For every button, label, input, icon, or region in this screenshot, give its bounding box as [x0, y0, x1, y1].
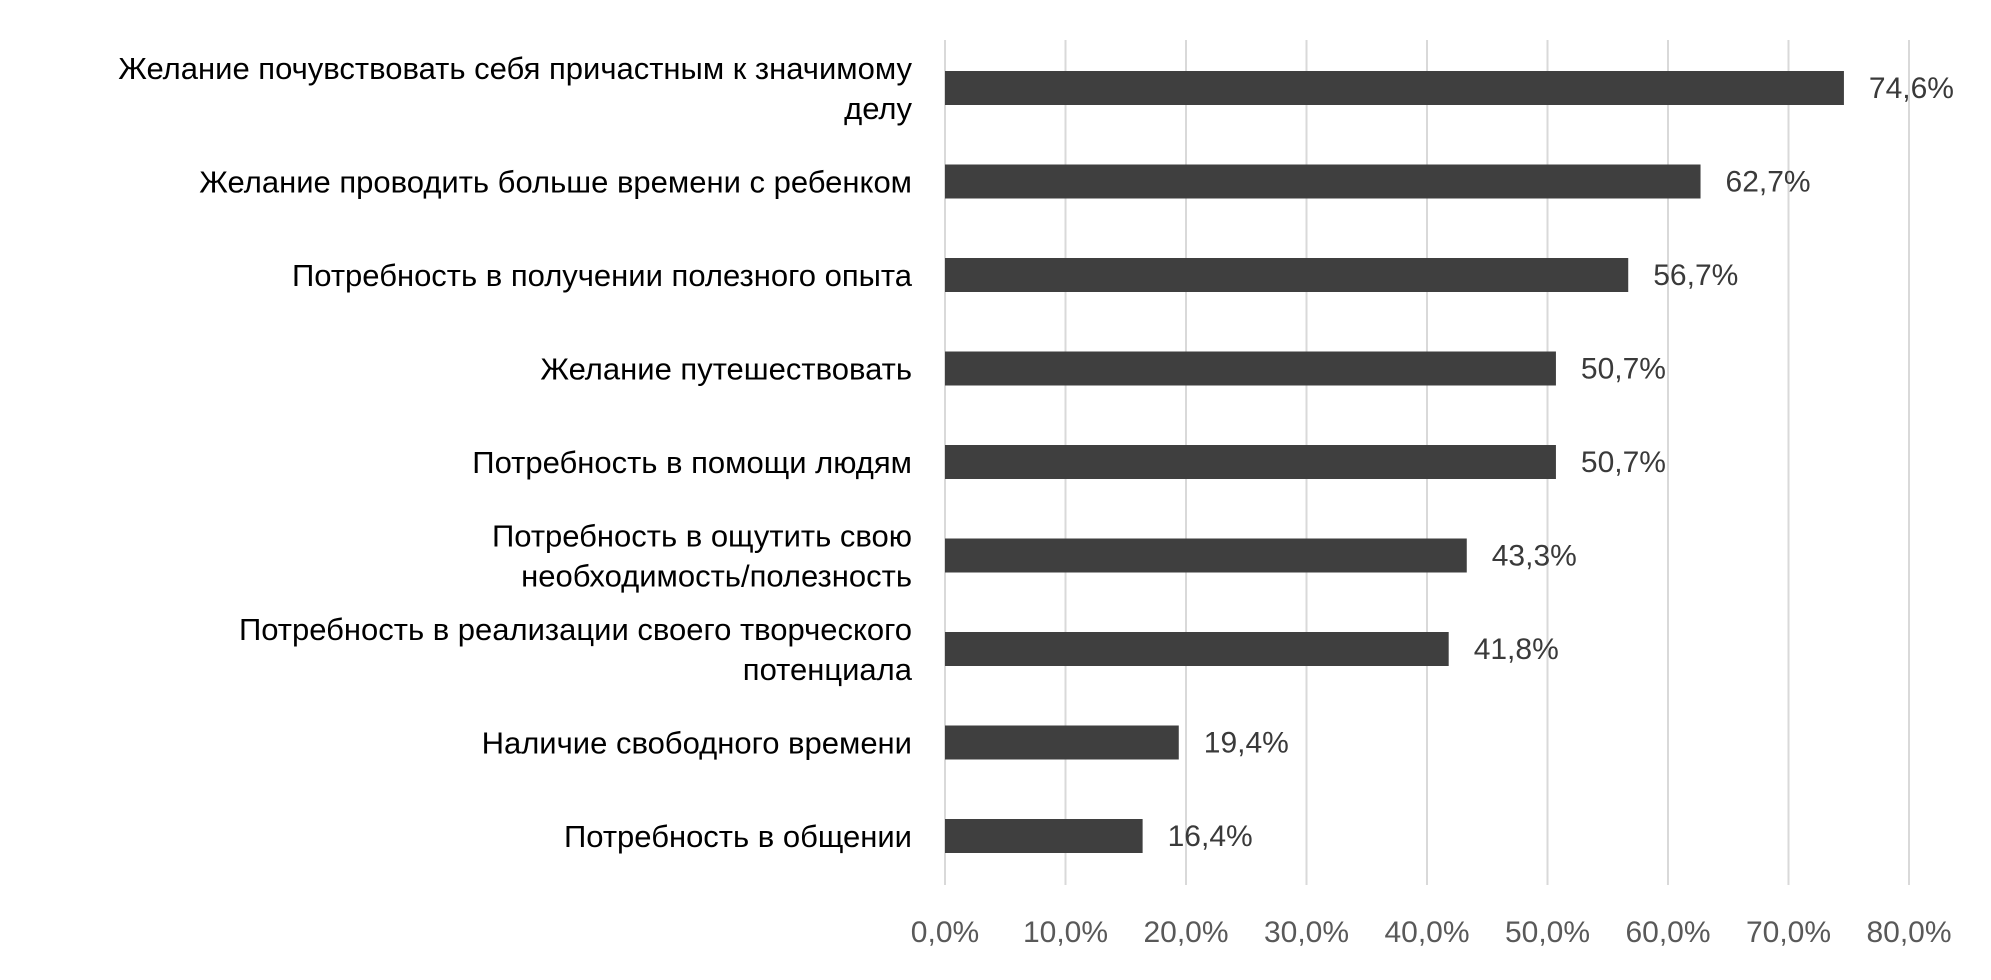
- bar: [945, 258, 1629, 292]
- category-label-line: Желание почувствовать себя причастным к …: [118, 51, 912, 86]
- x-tick-label: 50,0%: [1505, 916, 1590, 949]
- category-label-line: Потребность в получении полезного опыта: [292, 258, 913, 293]
- category-label: Потребность в ощутить свою необходимость/…: [492, 519, 912, 594]
- bar: [945, 445, 1556, 479]
- x-tick-label: 80,0%: [1866, 916, 1951, 949]
- data-label: 74,6%: [1869, 72, 1954, 105]
- category-label-line: Потребность в реализации своего творческ…: [239, 612, 912, 647]
- category-label-line: Потребность в помощи людям: [472, 445, 912, 480]
- category-label: Желание проводить больше времени с ребен…: [199, 165, 912, 200]
- category-label-line: Потребность в общении: [564, 819, 912, 854]
- category-label-line: Желание проводить больше времени с ребен…: [199, 165, 912, 200]
- category-label-line: делу: [844, 91, 912, 126]
- category-label-line: потенциала: [743, 652, 913, 687]
- data-label: 50,7%: [1581, 446, 1666, 479]
- x-tick-label: 10,0%: [1023, 916, 1108, 949]
- category-label: Потребность в общении: [564, 819, 912, 854]
- category-label: Потребность в помощи людям: [472, 445, 912, 480]
- bar: [945, 819, 1143, 853]
- bars: [945, 71, 1844, 853]
- category-label: Наличие свободного времени: [482, 726, 912, 761]
- category-label-line: Наличие свободного времени: [482, 726, 912, 761]
- category-label: Потребность в реализации своего творческ…: [239, 612, 913, 687]
- bar: [945, 71, 1844, 105]
- x-tick-label: 70,0%: [1746, 916, 1831, 949]
- x-axis-tick-labels: 0,0% 10,0% 20,0% 30,0% 40,0% 50,0% 60,0% 70,0% 8…: [911, 916, 1952, 949]
- data-label: 50,7%: [1581, 353, 1666, 386]
- data-label: 62,7%: [1726, 166, 1811, 199]
- category-label: Желание путешествовать: [540, 352, 912, 387]
- category-label: Желание почувствовать себя причастным к …: [118, 51, 912, 126]
- bar: [945, 632, 1449, 666]
- bar: [945, 725, 1179, 760]
- x-tick-label: 20,0%: [1143, 916, 1228, 949]
- x-tick-label: 40,0%: [1384, 916, 1469, 949]
- x-tick-label: 0,0%: [911, 916, 979, 949]
- bar: [945, 351, 1556, 386]
- bar: [945, 538, 1467, 573]
- data-label: 41,8%: [1474, 633, 1559, 666]
- data-label: 19,4%: [1204, 727, 1289, 760]
- data-label: 16,4%: [1168, 820, 1253, 853]
- bar: [945, 164, 1701, 199]
- x-tick-label: 60,0%: [1625, 916, 1710, 949]
- category-labels: Желание почувствовать себя причастным к …: [118, 51, 913, 854]
- category-label-line: необходимость/полезность: [521, 559, 912, 594]
- category-label-line: Желание путешествовать: [540, 352, 912, 387]
- data-label: 56,7%: [1653, 259, 1738, 292]
- value-labels: 74,6% 62,7% 56,7% 50,7% 50,7% 43,3% 41,8% 19,4%…: [1168, 72, 1954, 853]
- data-label: 43,3%: [1492, 540, 1577, 573]
- category-label-line: Потребность в ощутить свою: [492, 519, 912, 554]
- x-tick-label: 30,0%: [1264, 916, 1349, 949]
- category-label: Потребность в получении полезного опыта: [292, 258, 913, 293]
